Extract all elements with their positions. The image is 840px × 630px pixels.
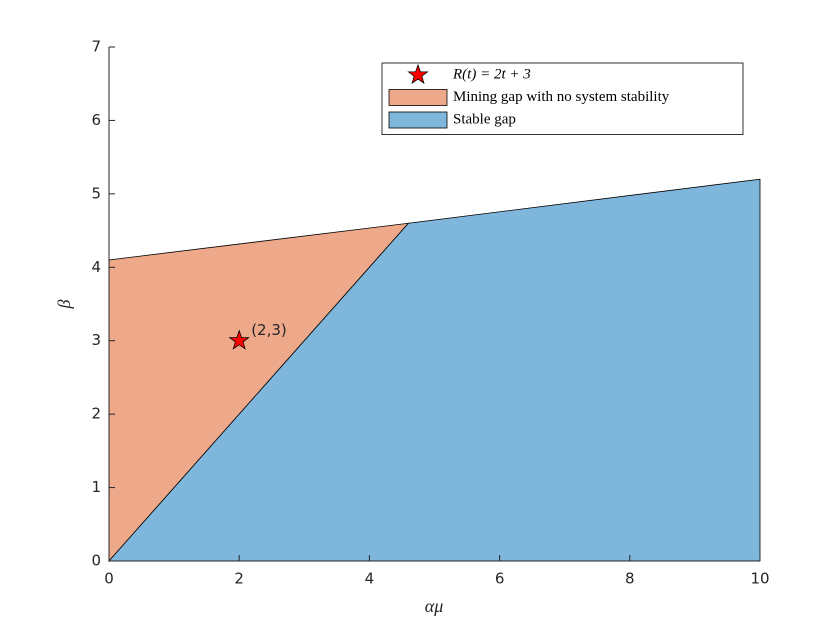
- legend-swatch: [388, 89, 448, 106]
- legend-label: Mining gap with no system stability: [453, 89, 670, 105]
- y-tick-label: 1: [91, 478, 101, 496]
- point-label: (2,3): [251, 321, 287, 339]
- y-tick-label: 6: [91, 111, 101, 129]
- y-tick-label: 0: [91, 552, 101, 570]
- legend-label: Stable gap: [453, 111, 516, 127]
- y-tick-label: 3: [91, 331, 101, 349]
- legend: R(t) = 2t + 3 Mining gap with no system s…: [381, 62, 744, 135]
- y-tick-label: 7: [91, 38, 101, 56]
- legend-swatch: [388, 111, 448, 129]
- y-tick-label: 4: [91, 258, 101, 276]
- star-marker: [228, 329, 250, 350]
- y-tick-label: 5: [91, 184, 101, 202]
- y-axis-label: β: [54, 299, 74, 309]
- legend-label: R(t) = 2t + 3: [452, 66, 531, 82]
- x-tick-label: 2: [234, 570, 244, 588]
- x-tick-label: 0: [104, 570, 114, 588]
- x-axis-label: αμ: [425, 596, 443, 616]
- x-tick-label: 10: [750, 570, 769, 588]
- y-tick-label: 2: [91, 405, 101, 423]
- x-tick-label: 6: [495, 570, 505, 588]
- x-tick-label: 4: [365, 570, 375, 588]
- x-tick-label: 8: [625, 570, 635, 588]
- legend-marker: [407, 63, 429, 85]
